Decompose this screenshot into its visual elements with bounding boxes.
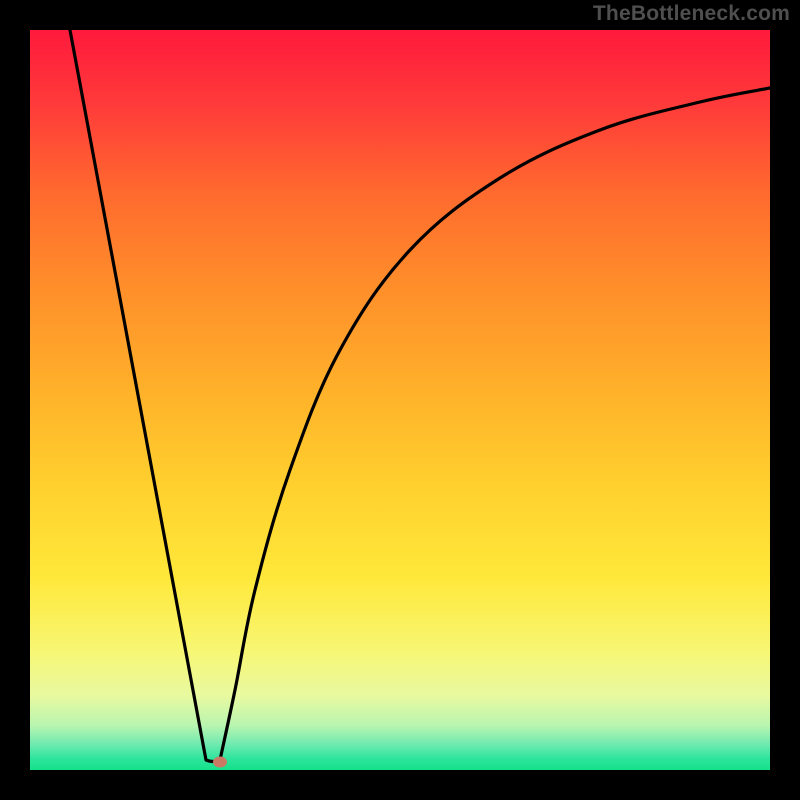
plot-area [30,30,770,770]
bottleneck-curve [30,30,770,770]
watermark-label: TheBottleneck.com [593,2,790,26]
chart-frame: TheBottleneck.com [0,0,800,800]
minimum-marker [213,757,227,768]
